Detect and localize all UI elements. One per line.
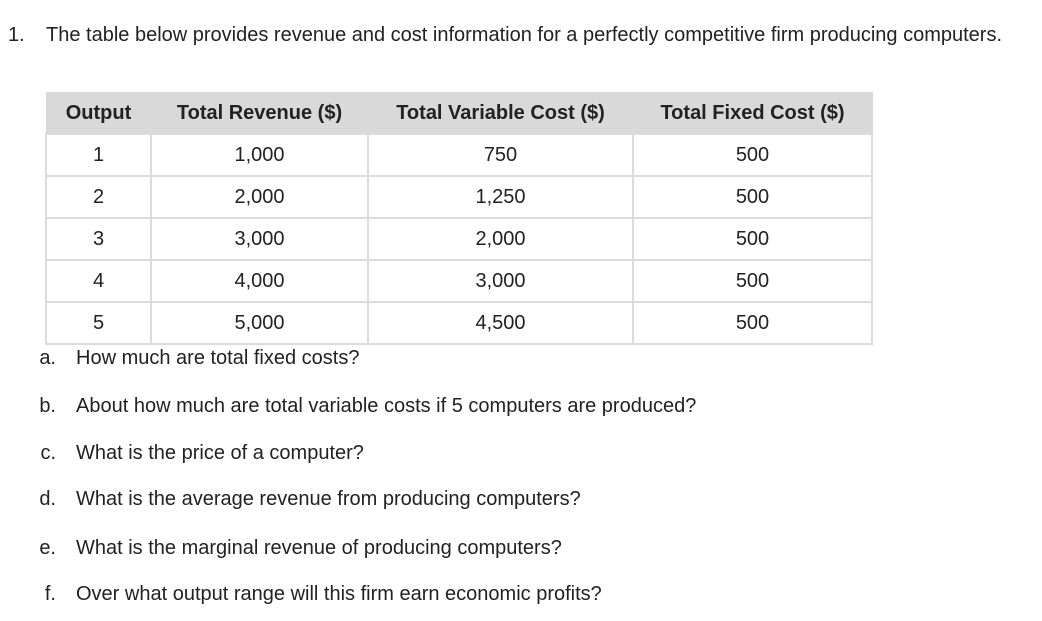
cell-total-fixed-cost: 500 (632, 175, 873, 219)
question-number: 1. (8, 24, 25, 46)
cell-total-fixed-cost: 500 (632, 217, 873, 261)
cell-total-fixed-cost: 500 (632, 133, 873, 177)
cell-output: 3 (45, 217, 152, 261)
header-output: Output (45, 92, 152, 135)
cell-output: 2 (45, 175, 152, 219)
cell-output: 4 (45, 259, 152, 303)
table-row: 3 3,000 2,000 500 (45, 217, 873, 261)
question-stem: The table below provides revenue and cos… (46, 24, 1003, 46)
cell-total-variable-cost: 1,250 (367, 175, 634, 219)
cell-total-revenue: 2,000 (150, 175, 369, 219)
subquestion-text: What is the average revenue from produci… (76, 488, 581, 510)
table-row: 2 2,000 1,250 500 (45, 175, 873, 219)
subquestion-letter: a. (39, 347, 56, 369)
subquestion-letter: f. (44, 583, 56, 605)
subquestion-letter: b. (39, 395, 56, 417)
cell-total-fixed-cost: 500 (632, 301, 873, 345)
cost-revenue-table: Output Total Revenue ($) Total Variable … (45, 92, 873, 345)
header-total-variable-cost: Total Variable Cost ($) (367, 92, 634, 135)
cell-total-revenue: 5,000 (150, 301, 369, 345)
cell-total-fixed-cost: 500 (632, 259, 873, 303)
subquestion-text: What is the price of a computer? (76, 442, 364, 464)
table-row: 5 5,000 4,500 500 (45, 301, 873, 345)
cell-total-revenue: 3,000 (150, 217, 369, 261)
subquestion-text: How much are total fixed costs? (76, 347, 360, 369)
cell-total-revenue: 1,000 (150, 133, 369, 177)
cell-total-revenue: 4,000 (150, 259, 369, 303)
header-total-fixed-cost: Total Fixed Cost ($) (632, 92, 873, 135)
cell-output: 1 (45, 133, 152, 177)
table-row: 1 1,000 750 500 (45, 133, 873, 177)
subquestion-text: What is the marginal revenue of producin… (76, 537, 562, 559)
cell-output: 5 (45, 301, 152, 345)
subquestion-text: Over what output range will this firm ea… (76, 583, 602, 605)
subquestion-letter: e. (39, 537, 56, 559)
cell-total-variable-cost: 4,500 (367, 301, 634, 345)
table-header-row: Output Total Revenue ($) Total Variable … (45, 92, 873, 135)
subquestion-letter: c. (40, 442, 56, 464)
table-row: 4 4,000 3,000 500 (45, 259, 873, 303)
cell-total-variable-cost: 750 (367, 133, 634, 177)
header-total-revenue: Total Revenue ($) (150, 92, 369, 135)
subquestion-text: About how much are total variable costs … (76, 395, 697, 417)
cell-total-variable-cost: 2,000 (367, 217, 634, 261)
cell-total-variable-cost: 3,000 (367, 259, 634, 303)
subquestion-letter: d. (39, 488, 56, 510)
